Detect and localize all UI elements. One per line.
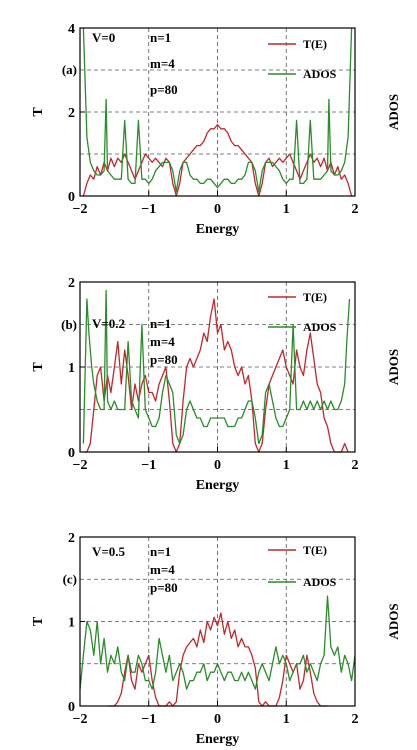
y-tick-label: 1	[68, 361, 75, 376]
series-line-ados	[79, 595, 356, 690]
param-label: n=1	[150, 544, 171, 559]
y-tick-label: 2	[68, 531, 75, 546]
x-tick-label: −1	[141, 202, 156, 217]
panel-label: (c)	[63, 572, 77, 587]
param-label: n=1	[150, 30, 171, 45]
legend-label: ADOS	[303, 320, 337, 334]
y-axis-title: T	[31, 616, 46, 626]
param-label: m=4	[150, 56, 175, 71]
param-label: p=80	[150, 82, 178, 97]
x-tick-label: 1	[283, 202, 290, 217]
x-tick-label: 2	[352, 712, 359, 727]
legend-label: T(E)	[303, 37, 327, 51]
x-tick-label: 0	[214, 458, 221, 473]
series-line-transmission	[82, 123, 353, 197]
param-label: p=80	[150, 580, 178, 595]
y-tick-label: 0	[68, 190, 75, 205]
param-label: V=0.5	[92, 544, 126, 559]
x-tick-label: 0	[214, 712, 221, 727]
param-label: n=1	[150, 316, 171, 331]
chart-panel-b: −2 −1 0 1 2 0 1 2 Energy T ADOS (b) V=0.2 n=1 m=4 p=80 T…	[31, 276, 401, 493]
x-tick-label: −2	[73, 712, 88, 727]
right-axis-title: ADOS	[386, 603, 401, 639]
x-tick-label: 2	[352, 202, 359, 217]
panel-label: (a)	[62, 62, 77, 77]
param-label: m=4	[150, 562, 175, 577]
param-label: p=80	[150, 352, 178, 367]
x-tick-label: 2	[352, 458, 359, 473]
series-line-transmission	[107, 612, 328, 707]
x-tick-label: 1	[283, 712, 290, 727]
x-axis-title: Energy	[196, 732, 240, 747]
y-tick-label: 2	[68, 276, 75, 291]
legend-label: ADOS	[303, 575, 337, 589]
y-tick-label: 0	[68, 700, 75, 715]
x-tick-label: −1	[141, 712, 156, 727]
x-tick-label: −1	[141, 458, 156, 473]
y-tick-label: 0	[68, 446, 75, 461]
x-tick-label: 0	[214, 202, 221, 217]
right-axis-title: ADOS	[386, 94, 401, 130]
param-label: m=4	[150, 334, 175, 349]
x-axis-title: Energy	[196, 478, 240, 493]
x-axis-title: Energy	[196, 222, 240, 237]
series-line-ados	[82, 27, 353, 193]
series-line-ados	[82, 289, 351, 445]
panel-label: (b)	[61, 317, 77, 332]
y-tick-label: 1	[68, 616, 75, 631]
y-axis-title: T	[31, 362, 46, 372]
param-label: V=0	[92, 30, 115, 45]
legend-label: ADOS	[303, 67, 337, 81]
series-line-transmission	[83, 298, 349, 453]
param-label: V=0.2	[92, 316, 125, 331]
x-tick-label: 1	[283, 458, 290, 473]
right-axis-title: ADOS	[386, 349, 401, 385]
x-tick-label: −2	[73, 458, 88, 473]
y-tick-label: 4	[68, 22, 75, 37]
legend-label: T(E)	[303, 543, 327, 557]
chart-panel-a: −2 −1 0 1 2 0 2 4 Energy T ADOS (a) V=0 n=1 m=4 p=80 T(E…	[31, 22, 401, 237]
chart-panel-c: −2 −1 0 1 2 0 1 2 Energy T ADOS (c) V=0.5 n=1 m=4 p=80 T…	[31, 531, 401, 747]
y-tick-label: 2	[68, 106, 75, 121]
x-tick-label: −2	[73, 202, 88, 217]
legend-label: T(E)	[303, 290, 327, 304]
y-axis-title: T	[31, 107, 46, 117]
